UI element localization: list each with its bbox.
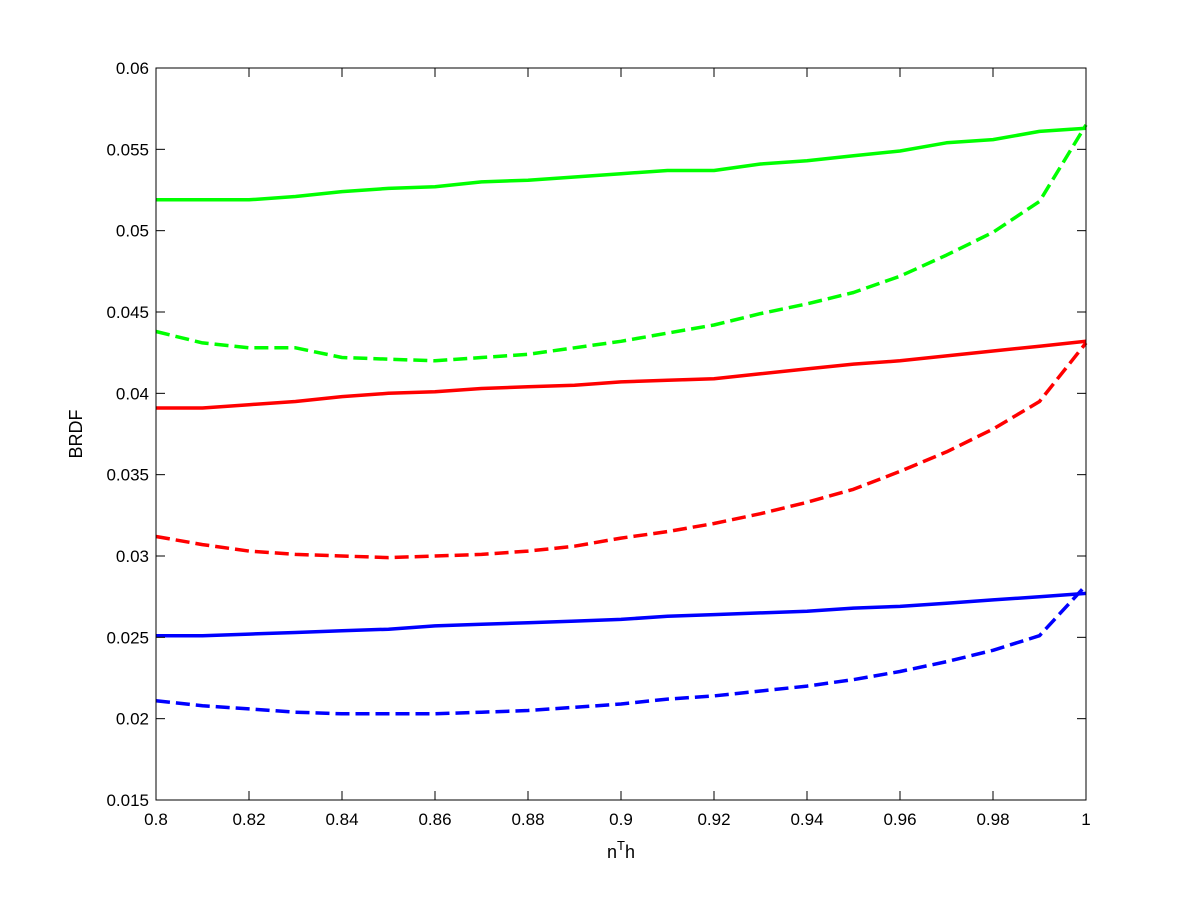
x-tick-label: 0.98	[976, 810, 1009, 829]
y-tick-label: 0.06	[116, 59, 149, 78]
x-tick-label: 0.96	[883, 810, 916, 829]
series-line-blue-dashed	[155, 584, 1088, 716]
series-line-green-solid	[156, 126, 1087, 202]
x-tick-label: 1	[1081, 810, 1090, 829]
y-tick-label: 0.055	[106, 140, 149, 159]
tick-layer: 0.8 0.82 0.84 0.86 0.88 0.9 0.92 0.94 0.96 0.98 1 0…	[106, 59, 1090, 829]
series-line-red-solid	[156, 339, 1087, 410]
y-tick-label: 0.04	[116, 384, 149, 403]
y-tick-label: 0.02	[116, 710, 149, 729]
series-layer	[155, 123, 1088, 716]
y-tick-label: 0.045	[106, 303, 149, 322]
x-tick-label: 0.86	[418, 810, 451, 829]
x-tick-label: 0.9	[609, 810, 633, 829]
x-axis-label-superscript: T	[617, 838, 625, 853]
x-axis-label-base: n	[607, 842, 617, 862]
x-axis-label-tail: h	[625, 842, 635, 862]
x-tick-label: 0.88	[511, 810, 544, 829]
y-tick-label: 0.035	[106, 466, 149, 485]
x-tick-label: 0.82	[232, 810, 265, 829]
plot-area	[156, 68, 1086, 800]
series-line-blue-solid	[156, 591, 1087, 638]
y-tick-label: 0.025	[106, 628, 149, 647]
x-tick-label: 0.94	[790, 810, 823, 829]
x-tick-label: 0.8	[144, 810, 168, 829]
y-axis-label: BRDF	[66, 409, 86, 458]
series-line-red-dashed	[155, 341, 1088, 560]
x-axis-label: nTh	[607, 838, 635, 862]
y-tick-label: 0.015	[106, 791, 149, 810]
x-tick-label: 0.92	[697, 810, 730, 829]
y-tick-label: 0.05	[116, 222, 149, 241]
y-tick-label: 0.03	[116, 547, 149, 566]
series-line-green-dashed	[155, 123, 1088, 363]
x-tick-label: 0.84	[325, 810, 358, 829]
